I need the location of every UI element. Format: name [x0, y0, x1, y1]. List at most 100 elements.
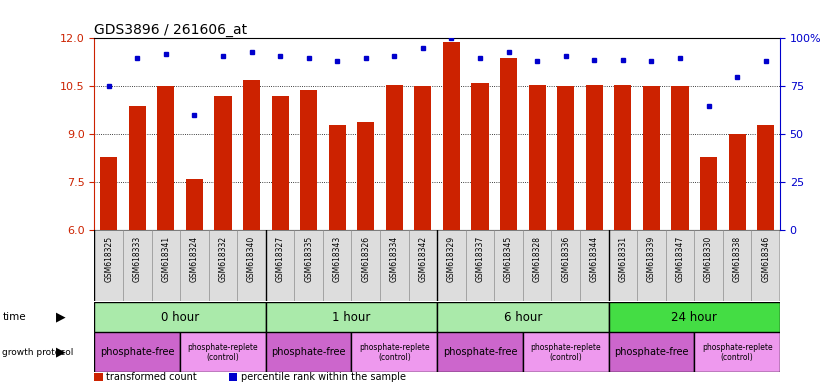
Bar [229, 373, 237, 381]
Bar [100, 157, 117, 230]
Bar [94, 302, 266, 332]
Bar [158, 86, 174, 230]
Text: GSM618344: GSM618344 [589, 236, 599, 282]
Bar [523, 230, 552, 301]
Text: GSM618331: GSM618331 [618, 236, 627, 282]
Bar [295, 230, 323, 301]
Text: GSM618325: GSM618325 [104, 236, 113, 282]
Text: GSM618341: GSM618341 [161, 236, 170, 282]
Bar [637, 230, 666, 301]
Bar [351, 230, 380, 301]
Text: growth protocol: growth protocol [2, 348, 74, 357]
Bar [757, 125, 774, 230]
Bar [180, 230, 209, 301]
Text: GSM618339: GSM618339 [647, 236, 656, 282]
Bar [351, 332, 437, 372]
Bar [272, 96, 289, 230]
Bar [608, 332, 695, 372]
Text: phosphate-replete
(control): phosphate-replete (control) [702, 343, 773, 362]
Bar [672, 86, 689, 230]
Bar [380, 230, 409, 301]
Text: phosphate-free: phosphate-free [100, 347, 175, 358]
Text: GSM618334: GSM618334 [390, 236, 399, 282]
Bar [237, 230, 266, 301]
Text: ▶: ▶ [56, 311, 66, 324]
Bar [728, 134, 745, 230]
Bar [180, 332, 266, 372]
Text: GSM618327: GSM618327 [276, 236, 285, 282]
Bar [438, 302, 608, 332]
Bar [415, 86, 432, 230]
Bar [409, 230, 438, 301]
Bar [466, 230, 494, 301]
Text: phosphate-replete
(control): phosphate-replete (control) [359, 343, 429, 362]
Text: GSM618340: GSM618340 [247, 236, 256, 282]
Bar [722, 230, 751, 301]
Bar [580, 230, 608, 301]
Text: 24 hour: 24 hour [672, 311, 718, 324]
Text: phosphate-replete
(control): phosphate-replete (control) [530, 343, 601, 362]
Bar [751, 230, 780, 301]
Bar [94, 230, 123, 301]
Bar [266, 230, 295, 301]
Bar [608, 302, 780, 332]
Bar [357, 122, 374, 230]
Bar [494, 230, 523, 301]
Text: ▶: ▶ [56, 346, 66, 359]
Text: 1 hour: 1 hour [333, 311, 370, 324]
Text: phosphate-free: phosphate-free [443, 347, 517, 358]
Bar [129, 106, 146, 230]
Text: GSM618337: GSM618337 [475, 236, 484, 282]
Text: GSM618345: GSM618345 [504, 236, 513, 282]
Text: GSM618336: GSM618336 [562, 236, 571, 282]
Text: phosphate-replete
(control): phosphate-replete (control) [188, 343, 259, 362]
Bar [529, 85, 546, 230]
Text: GSM618329: GSM618329 [447, 236, 456, 282]
Bar [209, 230, 237, 301]
Bar [614, 85, 631, 230]
Text: GSM618333: GSM618333 [133, 236, 142, 282]
Text: 6 hour: 6 hour [504, 311, 542, 324]
Bar [186, 179, 203, 230]
Bar [243, 80, 260, 230]
Bar [300, 89, 317, 230]
Bar [323, 230, 351, 301]
Bar [94, 332, 180, 372]
Bar [557, 86, 575, 230]
Text: phosphate-free: phosphate-free [614, 347, 689, 358]
Bar [443, 41, 460, 230]
Text: percentile rank within the sample: percentile rank within the sample [241, 372, 406, 382]
Bar [438, 332, 523, 372]
Text: GSM618342: GSM618342 [419, 236, 428, 282]
Text: GSM618324: GSM618324 [190, 236, 199, 282]
Bar [666, 230, 695, 301]
Bar [471, 83, 488, 230]
Text: GSM618346: GSM618346 [761, 236, 770, 282]
Text: GSM618330: GSM618330 [704, 236, 713, 282]
Bar [214, 96, 232, 230]
Text: GSM618347: GSM618347 [676, 236, 685, 282]
Bar [608, 230, 637, 301]
Bar [266, 302, 438, 332]
Bar [386, 85, 403, 230]
Bar [585, 85, 603, 230]
Text: GSM618338: GSM618338 [732, 236, 741, 282]
Text: transformed count: transformed count [107, 372, 197, 382]
Text: GSM618343: GSM618343 [333, 236, 342, 282]
Bar [695, 332, 780, 372]
Text: 0 hour: 0 hour [161, 311, 200, 324]
Bar [328, 125, 346, 230]
Bar [700, 157, 717, 230]
Bar [123, 230, 152, 301]
Bar [266, 332, 351, 372]
Text: phosphate-free: phosphate-free [272, 347, 346, 358]
Bar [94, 373, 103, 381]
Bar [552, 230, 580, 301]
Bar [695, 230, 722, 301]
Bar [500, 58, 517, 230]
Text: time: time [2, 312, 26, 322]
Text: GSM618332: GSM618332 [218, 236, 227, 282]
Bar [152, 230, 180, 301]
Text: GSM618326: GSM618326 [361, 236, 370, 282]
Bar [643, 86, 660, 230]
